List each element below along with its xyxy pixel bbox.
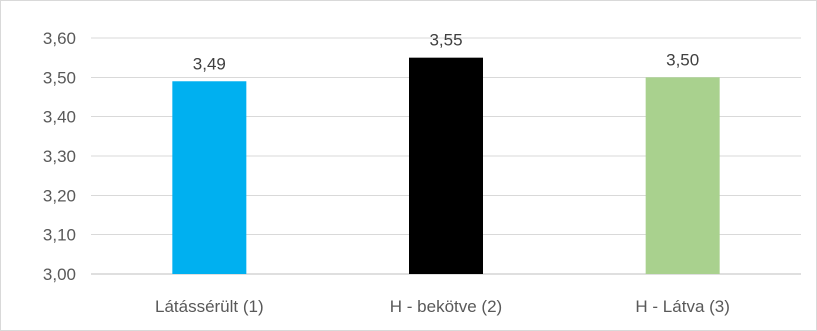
category-label: H - Látva (3): [635, 297, 729, 316]
y-tick-label: 3,40: [43, 108, 76, 127]
y-tick-label: 3,30: [43, 147, 76, 166]
data-labels: 3,49 3,55 3,50: [193, 31, 699, 74]
y-tick-label: 3,50: [43, 68, 76, 87]
bar: [409, 57, 483, 274]
y-tick-label: 3,00: [43, 265, 76, 284]
bar: [172, 81, 247, 275]
data-label: 3,50: [666, 50, 699, 69]
category-label: H - bekötve (2): [390, 297, 502, 316]
bars: [172, 57, 720, 275]
y-tick-label: 3,10: [43, 226, 76, 245]
y-axis-ticks: 3,00 3,10 3,20 3,30 3,40 3,50 3,60: [43, 29, 76, 284]
y-tick-label: 3,60: [43, 29, 76, 48]
x-axis-categories: Látássérült (1) H - bekötve (2) H - Látva …: [155, 297, 730, 316]
bar: [645, 77, 720, 274]
data-label: 3,49: [193, 54, 226, 73]
category-label: Látássérült (1): [155, 297, 264, 316]
data-label: 3,55: [429, 31, 462, 50]
y-tick-label: 3,20: [43, 186, 76, 205]
